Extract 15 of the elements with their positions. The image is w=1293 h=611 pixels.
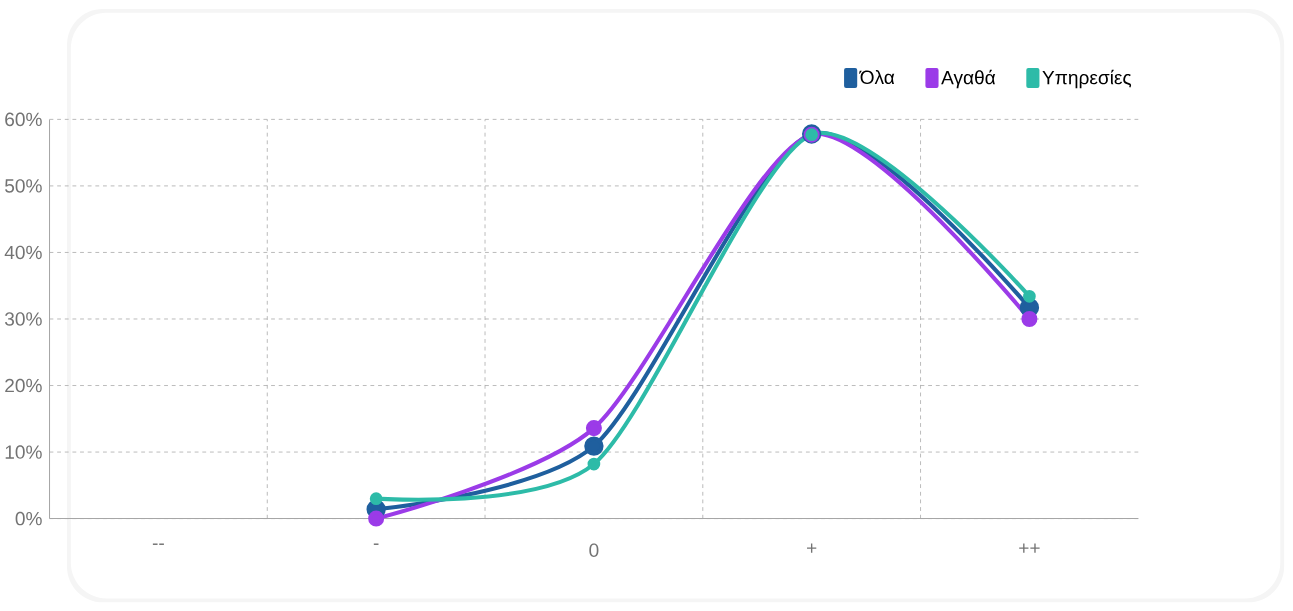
y-tick-label: 50% <box>5 179 42 193</box>
legend-label: Υπηρεσίες <box>1042 69 1132 89</box>
y-tick-label: 60% <box>5 112 42 127</box>
x-tick-label: - <box>373 543 379 545</box>
y-tick-label: 0% <box>15 511 42 526</box>
y-tick-label: 40% <box>4 245 42 260</box>
y-tick-label: 30% <box>4 312 42 326</box>
legend-label: Όλα <box>859 69 895 84</box>
x-tick-label: + <box>807 543 817 553</box>
legend-label: Αγαθά <box>941 69 996 89</box>
y-tick-label: 10% <box>5 445 42 459</box>
x-tick-label: ++ <box>1019 543 1040 553</box>
y-tick-label: 20% <box>5 378 42 393</box>
x-tick-label: -- <box>152 543 164 545</box>
x-tick-label: 0 <box>589 543 599 557</box>
